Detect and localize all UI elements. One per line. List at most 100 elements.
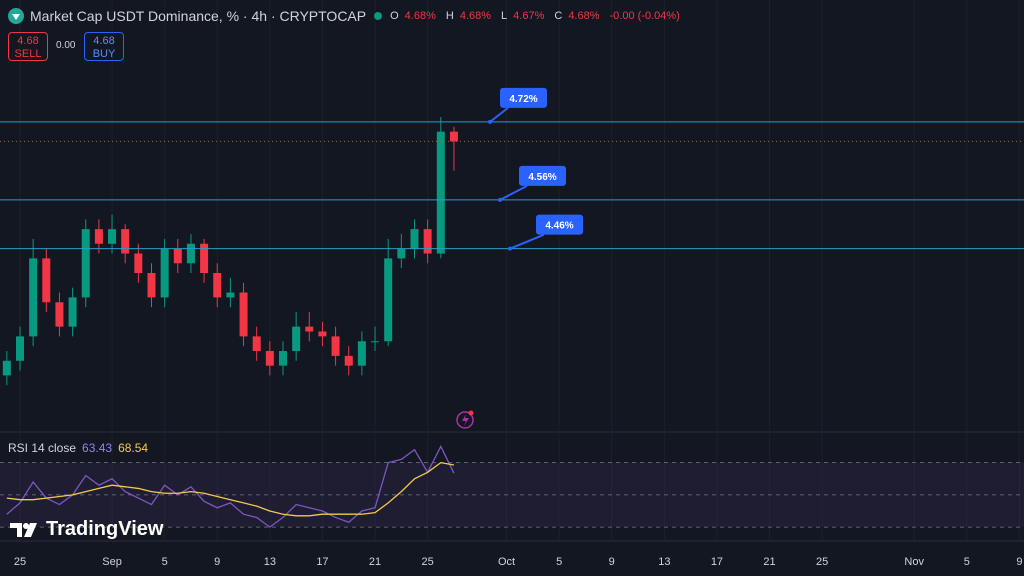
candle-body — [186, 243, 195, 264]
price-callout[interactable]: 4.72% — [488, 87, 547, 124]
candle-body — [15, 336, 24, 361]
x-tick-label: 21 — [763, 556, 775, 568]
candle-body — [265, 351, 274, 366]
candle-body — [305, 326, 314, 332]
candle-body — [239, 292, 248, 337]
rsi-title: RSI 14 close — [8, 441, 77, 455]
x-tick-label: 13 — [658, 556, 670, 568]
alert-dot — [468, 410, 474, 416]
callout-anchor — [508, 246, 512, 251]
x-tick-label: Sep — [102, 556, 122, 568]
rsi-legend: RSI 14 close 63.43 68.54 — [8, 441, 148, 455]
logo-icon — [10, 522, 37, 537]
candle-body — [423, 229, 432, 254]
candle-body — [331, 336, 340, 356]
candle-body — [410, 229, 419, 249]
x-tick-label: 13 — [264, 556, 276, 568]
callout-label: 4.72% — [509, 94, 537, 105]
alert-icon[interactable] — [456, 410, 474, 429]
callout-anchor — [498, 197, 502, 202]
callout-label: 4.46% — [545, 221, 573, 232]
candle-body — [134, 253, 143, 274]
candle-body — [121, 229, 130, 254]
callout-pointer — [499, 184, 528, 201]
callout-anchor — [488, 119, 492, 124]
candle-body — [371, 341, 380, 343]
rsi-value: 63.43 — [82, 441, 113, 455]
callout-box — [500, 87, 547, 108]
candle-body — [213, 273, 222, 298]
callout-label: 4.56% — [528, 172, 556, 183]
candle-body — [436, 131, 445, 254]
price-callout[interactable]: 4.56% — [498, 165, 566, 202]
candle-body — [68, 297, 77, 327]
x-tick-label: Nov — [904, 556, 924, 568]
ohlc-value: 4.68% — [404, 10, 436, 22]
candle-body — [160, 248, 169, 298]
ohlc-key: O — [390, 10, 399, 22]
candle-body — [344, 355, 353, 366]
buy-price: 4.68 — [93, 35, 115, 47]
x-tick-label: 9 — [1016, 556, 1022, 568]
price-pane — [2, 117, 458, 386]
x-tick-label: 17 — [711, 556, 723, 568]
candle-body — [449, 131, 458, 142]
x-tick-label: 9 — [609, 556, 615, 568]
spread: 0.00 — [56, 40, 76, 51]
ohlc-key: L — [501, 10, 508, 22]
logo-text: TradingView — [46, 518, 164, 540]
symbol-title[interactable]: Market Cap USDT Dominance, % · 4h · CRYP… — [30, 8, 367, 24]
x-tick-label: 25 — [816, 556, 828, 568]
logo: TradingView — [10, 518, 163, 541]
ohlc-key: C — [554, 10, 563, 22]
candle-body — [397, 248, 406, 259]
candle-body — [108, 229, 117, 244]
candle-body — [278, 351, 287, 366]
callout-pointer — [509, 233, 545, 250]
ohlc-value: 4.67% — [513, 10, 545, 22]
callout-box — [519, 165, 566, 186]
x-tick-label: 9 — [214, 556, 220, 568]
ohlc-key: H — [445, 10, 454, 22]
alert-bolt — [462, 414, 469, 426]
symbol-header: Market Cap USDT Dominance, % · 4h · CRYP… — [8, 8, 684, 24]
sell-label: SELL — [14, 48, 42, 60]
x-tick-label: 17 — [316, 556, 328, 568]
x-tick-label: Oct — [498, 556, 515, 568]
x-tick-label: 21 — [369, 556, 381, 568]
candle-body — [384, 258, 393, 342]
change: -0.00 (-0.04%) — [609, 10, 680, 22]
callout-pointer — [489, 107, 509, 123]
x-tick-label: 5 — [556, 556, 562, 568]
ohlc-value: 4.68% — [459, 10, 492, 22]
candle-body — [94, 229, 103, 244]
symbol-icon — [8, 8, 24, 24]
candle-body — [2, 360, 11, 376]
sell-button[interactable]: 4.68 SELL — [8, 32, 48, 61]
x-tick-label: 25 — [14, 556, 26, 568]
x-tick-label: 5 — [162, 556, 168, 568]
candle-body — [29, 258, 38, 337]
rsi-line — [6, 461, 455, 517]
candle-body — [357, 341, 366, 366]
x-tick-label: 5 — [964, 556, 970, 568]
candle-body — [42, 258, 51, 303]
buy-label: BUY — [92, 48, 116, 60]
status-dot — [374, 12, 383, 20]
candle-body — [318, 331, 327, 337]
candle-body — [292, 326, 301, 352]
candle-body — [81, 229, 90, 298]
alert-ring — [456, 411, 474, 429]
buy-button[interactable]: 4.68 BUY — [84, 32, 124, 61]
candle-body — [55, 302, 64, 327]
callout-box — [536, 214, 583, 235]
candle-body — [147, 273, 156, 298]
rsi-ma-value: 68.54 — [118, 441, 149, 455]
candle-body — [200, 243, 209, 274]
x-tick-label: 25 — [422, 556, 434, 568]
rsi-line — [6, 445, 455, 528]
price-callout[interactable]: 4.46% — [508, 214, 583, 251]
